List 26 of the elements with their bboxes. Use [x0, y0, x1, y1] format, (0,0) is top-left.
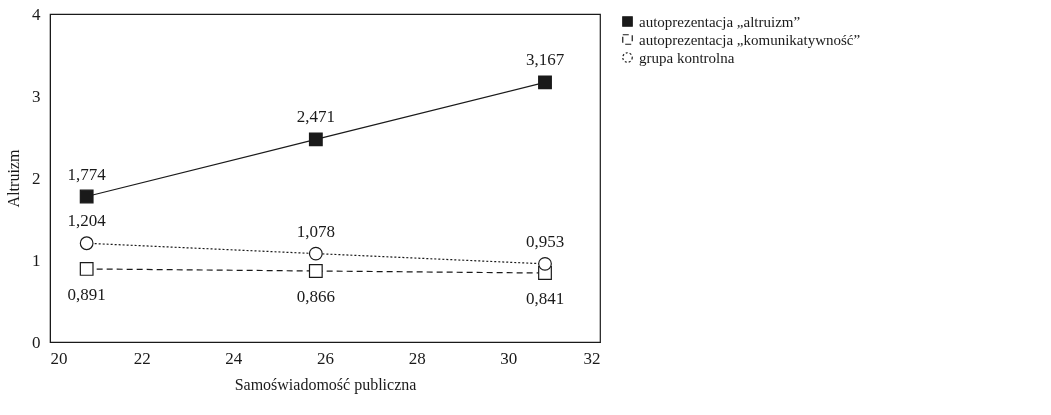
data-label: 0,953	[525, 231, 565, 251]
y-axis-title: Altruizm	[5, 149, 22, 208]
data-label: 1,774	[67, 164, 107, 184]
data-label: 1,204	[67, 211, 107, 231]
y-tick-label: 1	[32, 250, 41, 270]
data-label: 0,841	[525, 289, 565, 309]
data-label: 1,078	[296, 221, 335, 241]
legend-label: autoprezentacja „komunikatywność”	[639, 31, 861, 48]
data-label: 3,167	[525, 50, 565, 70]
y-tick-label: 2	[32, 168, 41, 188]
x-tick-label: 24	[225, 348, 243, 368]
x-tick-label: 30	[500, 348, 518, 368]
x-tick-label: 28	[408, 348, 426, 368]
data-label: 0,866	[296, 286, 335, 306]
y-tick-label: 3	[32, 86, 41, 106]
legend-label: grupa kontrolna	[639, 49, 735, 66]
data-label: 2,471	[296, 107, 335, 127]
legend-label: autoprezentacja „altruizm”	[639, 13, 801, 30]
x-tick-label: 22	[133, 348, 151, 368]
x-tick-label: 26	[317, 348, 334, 368]
data-label: 0,891	[67, 284, 106, 304]
x-tick-label: 20	[50, 348, 68, 368]
x-tick-label: 32	[583, 348, 601, 368]
y-tick-label: 0	[32, 332, 41, 352]
x-axis-title: Samoświadomość publiczna	[234, 375, 417, 394]
y-tick-label: 4	[32, 4, 41, 24]
